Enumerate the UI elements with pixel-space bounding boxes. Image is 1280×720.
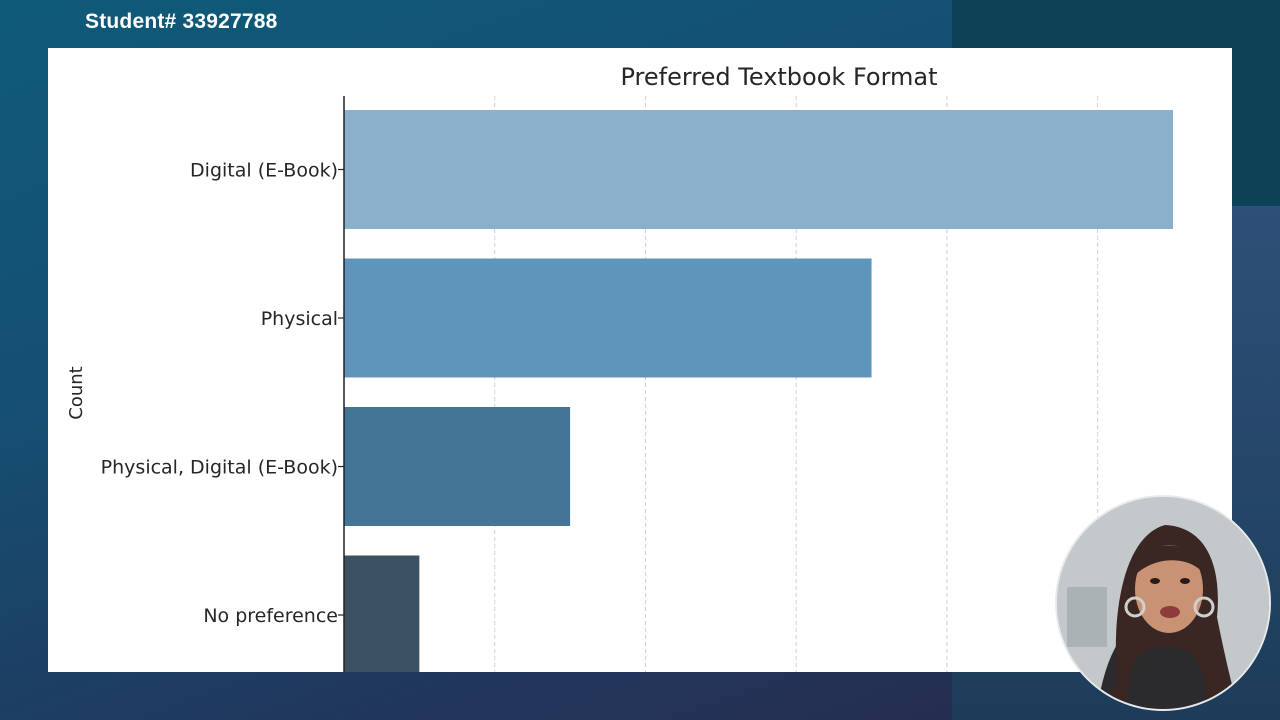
y-tick-labels: Digital (E-Book) Physical Physical, Digita… (101, 160, 344, 627)
chart-slide: Preferred Textbook Format Count Digital … (48, 48, 1232, 672)
y-tick-label: No preference (203, 605, 338, 627)
y-tick-label: Digital (E-Book) (190, 160, 338, 182)
bar-chart: Preferred Textbook Format Count Digital … (66, 63, 1173, 672)
y-axis-label: Count (66, 366, 87, 419)
bar-1 (344, 258, 872, 378)
chart-title: Preferred Textbook Format (620, 63, 937, 91)
bar-2 (344, 407, 571, 526)
bar-3 (344, 555, 420, 672)
bars (344, 110, 1173, 672)
student-id-label: Student# 33927788 (85, 10, 278, 33)
y-tick-label: Physical (261, 308, 338, 330)
presenter-video-icon (1057, 497, 1269, 709)
bar-0 (344, 110, 1173, 229)
presenter-webcam (1055, 495, 1271, 711)
y-tick-label: Physical, Digital (E-Book) (101, 457, 338, 479)
